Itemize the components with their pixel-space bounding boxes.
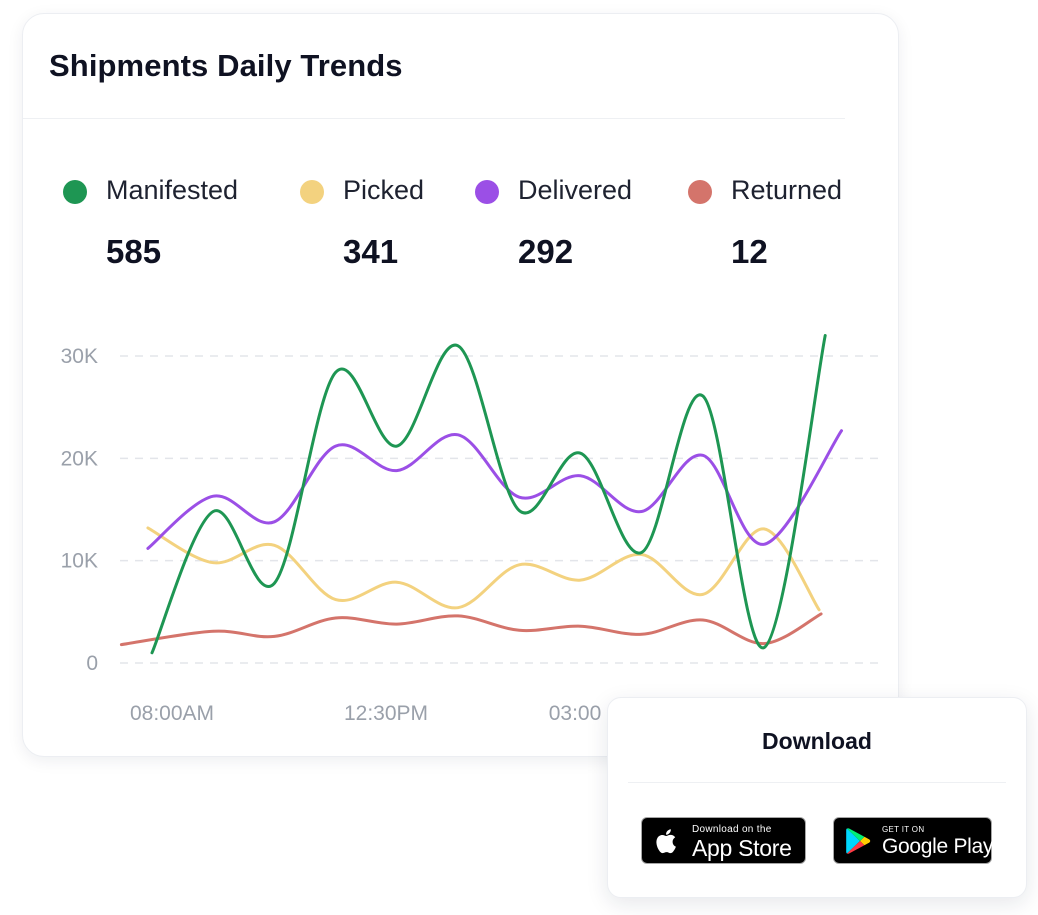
- picked-data-point: [763, 528, 765, 530]
- delivered-data-point: [702, 454, 704, 456]
- apple-logo-icon: [656, 829, 676, 854]
- app-store-small-text: Download on the: [692, 824, 772, 835]
- returned-dot: [688, 180, 712, 204]
- delivered-data-point: [273, 521, 275, 523]
- picked-count: 341: [343, 233, 399, 270]
- delivered-count: 292: [518, 233, 574, 270]
- delivered-data-point: [396, 469, 398, 471]
- returned-data-point: [763, 642, 765, 644]
- picked-label: Picked: [343, 175, 425, 205]
- y-tick-label: 0: [86, 652, 98, 675]
- returned-data-point: [457, 615, 459, 617]
- app-store-button[interactable]: Download on the App Store: [641, 817, 806, 864]
- picked-dot: [300, 180, 324, 204]
- returned-data-point: [640, 633, 642, 635]
- download-card: Download Download on the App Store GET I…: [607, 697, 1027, 898]
- delivered-data-point: [579, 475, 581, 477]
- returned-data-point: [273, 635, 275, 637]
- manifested-data-point: [212, 510, 214, 512]
- picked-data-point: [334, 598, 336, 600]
- manifested-series-line: [150, 334, 827, 655]
- picked-data-point: [396, 581, 398, 583]
- x-tick-label: 12:30PM: [344, 702, 428, 725]
- picked-data-point: [212, 562, 214, 564]
- download-title: Download: [762, 728, 872, 754]
- shipments-trends-card: Shipments Daily Trends Manifested 585 Pi…: [22, 13, 899, 757]
- app-store-big-text: App Store: [692, 835, 792, 861]
- picked-data-point: [579, 579, 581, 581]
- returned-data-point: [396, 623, 398, 625]
- x-tick-label: 03:00: [549, 702, 602, 725]
- returned-data-point: [120, 643, 122, 645]
- manifested-label: Manifested: [106, 175, 239, 205]
- returned-data-point: [820, 613, 822, 615]
- manifested-data-point: [151, 652, 153, 654]
- picked-data-point: [457, 607, 459, 609]
- download-divider: [628, 782, 1006, 783]
- y-tick-label: 20K: [61, 447, 98, 470]
- returned-data-point: [334, 617, 336, 619]
- manifested-data-point: [518, 509, 520, 511]
- returned-data-point: [702, 619, 704, 621]
- manifested-dot: [63, 180, 87, 204]
- y-tick-label: 10K: [61, 550, 98, 573]
- delivered-data-point: [334, 445, 336, 447]
- manifested-data-point: [457, 345, 459, 347]
- manifested-data-point: [640, 551, 642, 553]
- delivered-data-point: [147, 547, 149, 549]
- manifested-data-point: [334, 371, 336, 373]
- google-play-logo-icon: [846, 828, 871, 854]
- picked-series-line: [146, 526, 821, 612]
- manifested-data-point: [824, 334, 826, 336]
- returned-count: 12: [731, 233, 768, 270]
- delivered-label: Delivered: [518, 175, 633, 205]
- returned-data-point: [579, 625, 581, 627]
- returned-series-line: [119, 612, 823, 647]
- title-divider: [23, 118, 845, 119]
- picked-data-point: [273, 544, 275, 546]
- picked-data-point: [702, 593, 704, 595]
- manifested-data-point: [273, 582, 275, 584]
- picked-data-point: [518, 564, 520, 566]
- manifested-data-point: [702, 395, 704, 397]
- y-tick-label: 30K: [61, 345, 98, 368]
- manifested-data-point: [396, 445, 398, 447]
- picked-data-point: [818, 609, 820, 611]
- delivered-data-point: [640, 510, 642, 512]
- manifested-data-point: [763, 646, 765, 648]
- returned-label: Returned: [731, 175, 843, 205]
- card-title: Shipments Daily Trends: [49, 48, 403, 83]
- delivered-data-point: [840, 430, 842, 432]
- manifested-data-point: [579, 452, 581, 454]
- delivered-data-point: [763, 543, 765, 545]
- picked-data-point: [147, 527, 149, 529]
- delivered-data-point: [212, 495, 214, 497]
- google-play-big-text: Google Play: [882, 835, 994, 858]
- delivered-data-point: [457, 434, 459, 436]
- returned-data-point: [212, 630, 214, 632]
- x-tick-label: 08:00AM: [130, 702, 214, 725]
- delivered-dot: [475, 180, 499, 204]
- google-play-button[interactable]: GET IT ON Google Play: [833, 817, 994, 864]
- manifested-count: 585: [106, 233, 162, 270]
- delivered-data-point: [518, 496, 520, 498]
- google-play-small-text: GET IT ON: [882, 825, 925, 834]
- returned-data-point: [518, 629, 520, 631]
